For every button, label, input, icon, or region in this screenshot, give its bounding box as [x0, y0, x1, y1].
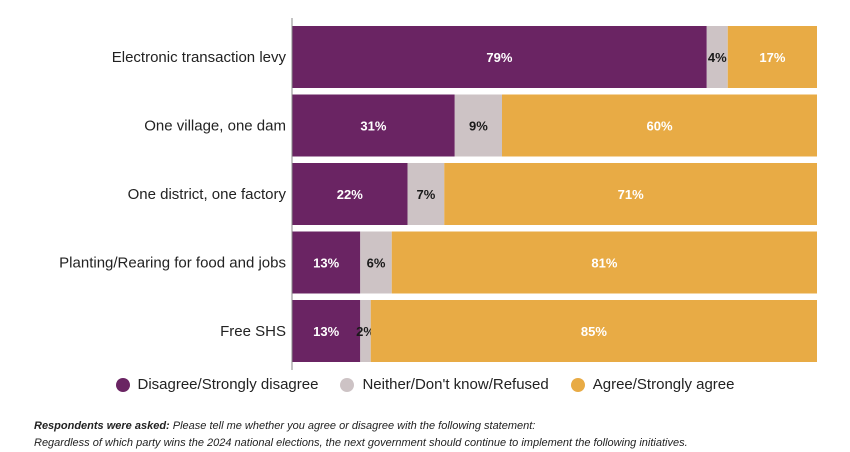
category-label: Electronic transaction levy: [112, 49, 287, 66]
category-label: One district, one factory: [128, 186, 287, 203]
bar-segment: [360, 300, 371, 362]
data-label: 22%: [337, 187, 363, 202]
bar-segment: [292, 163, 408, 225]
data-label: 2%: [356, 324, 375, 339]
footnote-lead: Respondents were asked:: [34, 420, 170, 432]
legend-item-disagree: Disagree/Strongly disagree: [115, 376, 319, 393]
legend-item-agree: Agree/Strongly agree: [570, 376, 735, 393]
data-label: 4%: [708, 50, 727, 65]
bar-segment: [292, 231, 361, 294]
stacked-bar-chart: Electronic transaction levy 79% 4% 17% One v…: [59, 18, 817, 370]
category-label: Planting/Rearing for food and jobs: [59, 255, 286, 272]
data-label: 9%: [469, 119, 488, 134]
bar-segment: [292, 94, 455, 157]
legend-item-neither: Neither/Don't know/Refused: [340, 376, 549, 393]
bar-segment: [360, 231, 392, 294]
legend-dot-neither: [340, 377, 355, 392]
data-label: 81%: [591, 256, 617, 271]
data-label: 13%: [313, 324, 339, 339]
data-label: 85%: [581, 324, 607, 339]
bar-segment: [407, 163, 445, 225]
legend-dot-disagree: [115, 377, 130, 392]
bar-segment: [706, 26, 728, 88]
bar-segment: [502, 94, 817, 157]
category-label: One village, one dam: [144, 118, 286, 135]
category-label: Free SHS: [220, 323, 286, 340]
bar-segment: [292, 300, 361, 362]
data-label: 79%: [486, 50, 512, 65]
bar-segment: [727, 26, 817, 88]
legend-dot-agree: [570, 377, 585, 392]
bar-segment: [444, 163, 817, 225]
data-label: 7%: [416, 187, 435, 202]
footnote-question: Please tell me whether you agree or disa…: [172, 420, 536, 432]
data-label: 71%: [618, 187, 644, 202]
data-label: 13%: [313, 256, 339, 271]
bar-segment: [391, 231, 817, 294]
legend-label-neither: Neither/Don't know/Refused: [362, 376, 549, 393]
data-label: 6%: [367, 256, 386, 271]
footnote-line-2: Regardless of which party wins the 2024 …: [34, 437, 688, 449]
bar-segment: [370, 300, 817, 362]
data-label: 31%: [360, 119, 386, 134]
footnote: Respondents were asked: Please tell me w…: [34, 418, 844, 452]
legend-label-disagree: Disagree/Strongly disagree: [137, 376, 319, 393]
data-label: 60%: [646, 119, 672, 134]
data-label: 17%: [759, 50, 785, 65]
bar-segment: [292, 26, 707, 88]
bar-segment: [454, 94, 502, 157]
legend: Disagree/Strongly disagree Neither/Don't…: [0, 376, 850, 393]
footnote-line-1: Respondents were asked: Please tell me w…: [34, 418, 844, 435]
legend-label-agree: Agree/Strongly agree: [592, 376, 735, 393]
